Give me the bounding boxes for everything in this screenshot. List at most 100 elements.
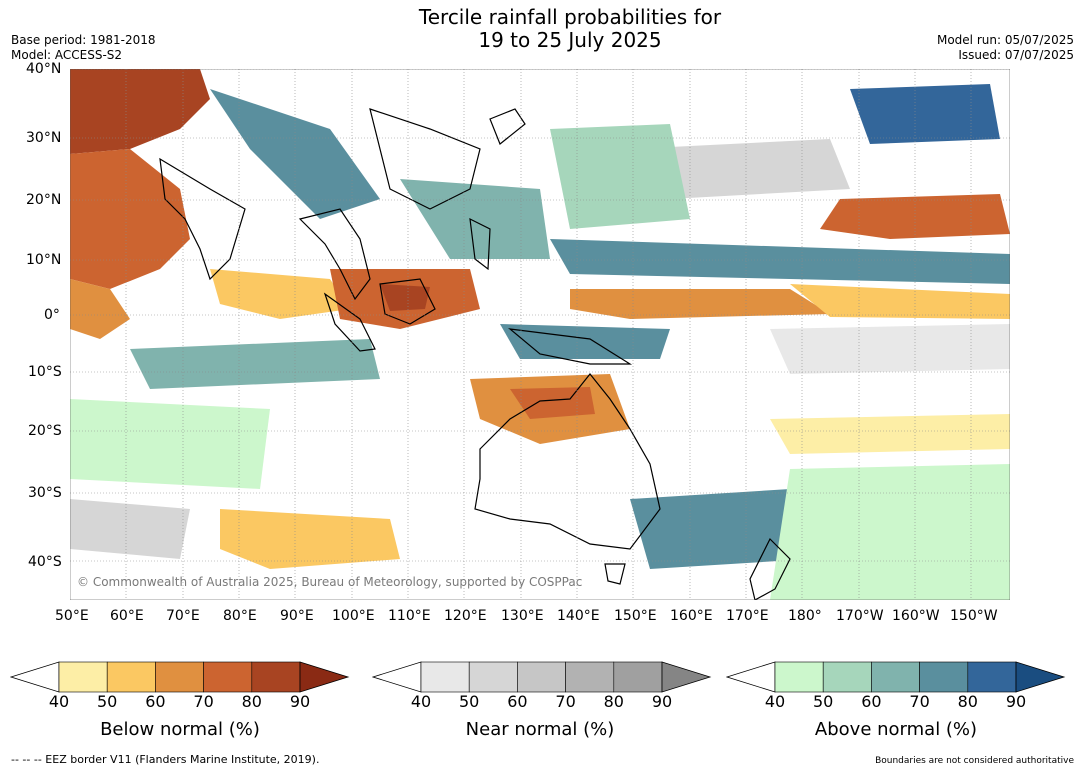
probability-shading — [70, 69, 1010, 600]
colorbar-segment — [251, 661, 301, 693]
colorbar-tick-label: 80 — [603, 692, 624, 711]
above-normal-patch-s-pacific — [770, 464, 1010, 600]
below-normal-patch-eq-pacific-2 — [790, 284, 1010, 319]
below-normal-patch-s-pacific — [770, 414, 1010, 454]
lon-label: 180° — [788, 608, 822, 624]
base-period-label: Base period: 1981-2018 — [11, 33, 156, 47]
model-label: Model: ACCESS-S2 — [11, 48, 123, 62]
below-normal-patch-arabian — [70, 279, 130, 339]
colorbar-segment — [155, 661, 204, 693]
colorbar-tick-label: 40 — [410, 692, 432, 711]
near-normal-patch-2 — [70, 499, 190, 559]
colorbar-segment — [58, 661, 108, 693]
graticule — [70, 69, 1010, 600]
legend-colorbar-near-normal — [372, 661, 712, 693]
coastline-australia — [474, 373, 661, 550]
colorbar-tick-label: 50 — [459, 692, 480, 711]
near-normal-patch-3 — [770, 324, 1010, 374]
coastline-philippines — [469, 217, 491, 271]
lat-label: 20°N — [26, 192, 62, 208]
colorbar-min-arrow — [10, 661, 60, 693]
colorbar-segment — [871, 661, 920, 693]
lat-label: 0° — [44, 307, 60, 323]
colorbar-max-arrow — [661, 661, 712, 693]
colorbar-tick-label: 70 — [909, 692, 930, 711]
lon-label: 110°E — [388, 608, 431, 624]
lon-label: 160°W — [892, 608, 940, 624]
model-run-label: Model run: 05/07/2025 — [936, 33, 1074, 47]
coastline-borneo — [379, 278, 436, 325]
colorbar-tick-label: 90 — [651, 692, 673, 711]
lon-label: 90°E — [280, 608, 314, 624]
colorbar-segment — [822, 661, 872, 693]
below-normal-patch-eq-pacific — [570, 289, 830, 319]
above-normal-patch-indian — [130, 339, 380, 389]
lon-label: 100°E — [332, 608, 375, 624]
lat-label: 40°N — [26, 61, 62, 77]
eez-border-note: -- -- -- EEZ border V11 (Flanders Marine… — [11, 753, 320, 766]
colorbar-segment — [967, 661, 1017, 693]
colorbar-segment — [613, 661, 663, 693]
below-normal-patch-south-asia — [70, 69, 210, 154]
lat-label: 10°S — [28, 364, 62, 380]
lon-label: 150°W — [950, 608, 998, 624]
lat-label: 10°N — [26, 252, 62, 268]
colorbar-segment — [919, 661, 969, 693]
lon-label: 140°E — [557, 608, 600, 624]
issued-label: Issued: 07/07/2025 — [958, 48, 1074, 62]
colorbar-tick-label: 70 — [555, 692, 576, 711]
above-normal-patch-scs — [400, 179, 550, 259]
colorbar-segment — [565, 661, 615, 693]
colorbar-tick-label: 80 — [957, 692, 978, 711]
colorbar-segment — [468, 661, 518, 693]
colorbar-max-arrow — [299, 661, 350, 693]
lon-label: 150°E — [614, 608, 657, 624]
lat-label: 20°S — [28, 423, 62, 439]
above-normal-patch-w-pacific — [550, 124, 690, 229]
lon-label: 120°E — [444, 608, 487, 624]
lon-label: 160°E — [670, 608, 713, 624]
legend-title-below-normal: Below normal (%) — [100, 719, 260, 740]
legend-colorbar-above-normal — [726, 661, 1066, 693]
colorbar-tick-label: 60 — [145, 692, 166, 711]
colorbar-tick-label: 50 — [97, 692, 118, 711]
colorbar-tick-label: 50 — [813, 692, 834, 711]
coastline-india — [159, 157, 246, 281]
lon-label: 60°E — [110, 608, 144, 624]
colorbar-segment — [420, 661, 470, 693]
colorbar-tick-label: 40 — [764, 692, 786, 711]
lon-label: 80°E — [223, 608, 257, 624]
below-normal-patch-india — [70, 149, 190, 289]
lon-label: 130°E — [501, 608, 544, 624]
colorbar-max-arrow — [1015, 661, 1066, 693]
coastline-east-asia — [369, 108, 481, 210]
legend-colorbar-below-normal — [10, 661, 350, 693]
lon-label: 50°E — [55, 608, 89, 624]
below-normal-patch-borneo — [380, 284, 430, 311]
colorbar-min-arrow — [726, 661, 776, 693]
map-title-line2: 19 to 25 July 2025 — [478, 28, 662, 52]
colorbar-tick-label: 90 — [1005, 692, 1027, 711]
colorbar-tick-label: 40 — [48, 692, 70, 711]
coastline-new-zealand — [749, 537, 791, 600]
map-title-line1: Tercile rainfall probabilities for — [418, 5, 722, 29]
coastline-sumatra — [323, 292, 376, 352]
near-normal-patch-1 — [630, 139, 850, 199]
lon-label: 170°E — [726, 608, 769, 624]
lon-label: 70°E — [166, 608, 200, 624]
lat-label: 30°S — [28, 485, 62, 501]
colorbar-tick-label: 90 — [289, 692, 311, 711]
coastlines — [159, 108, 791, 600]
coastline-tasmania — [604, 563, 626, 585]
map-credit: © Commonwealth of Australia 2025, Bureau… — [77, 575, 582, 589]
colorbar-tick-label: 70 — [193, 692, 214, 711]
colorbar-segment — [517, 661, 566, 693]
coastline-japan — [489, 108, 526, 145]
below-normal-patch-bay — [210, 269, 350, 319]
colorbar-tick-label: 60 — [507, 692, 528, 711]
coastline-new-guinea — [508, 328, 633, 365]
lat-label: 40°S — [28, 554, 62, 570]
below-normal-patch-s-indian — [220, 509, 400, 569]
above-normal-patch-n-pacific — [850, 84, 1000, 144]
colorbar-tick-label: 60 — [861, 692, 882, 711]
